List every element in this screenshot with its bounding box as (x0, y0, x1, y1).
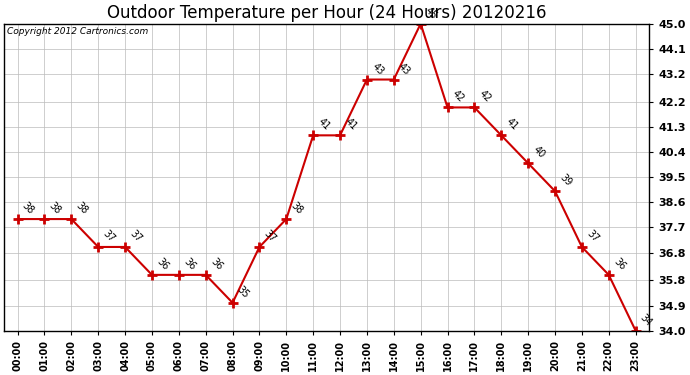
Text: Copyright 2012 Cartronics.com: Copyright 2012 Cartronics.com (8, 27, 148, 36)
Text: 36: 36 (611, 256, 627, 272)
Text: 36: 36 (208, 256, 224, 272)
Text: 38: 38 (74, 201, 90, 216)
Text: 42: 42 (477, 89, 493, 105)
Text: 36: 36 (181, 256, 197, 272)
Text: 41: 41 (504, 117, 520, 133)
Text: 35: 35 (235, 284, 251, 300)
Text: 37: 37 (584, 228, 600, 244)
Text: 41: 41 (316, 117, 332, 133)
Text: 34: 34 (638, 312, 654, 328)
Text: 42: 42 (451, 89, 466, 105)
Text: 37: 37 (262, 228, 278, 244)
Text: 43: 43 (397, 61, 413, 77)
Text: 40: 40 (531, 145, 546, 160)
Text: 41: 41 (343, 117, 359, 133)
Text: 39: 39 (558, 172, 573, 188)
Text: 43: 43 (370, 61, 386, 77)
Title: Outdoor Temperature per Hour (24 Hours) 20120216: Outdoor Temperature per Hour (24 Hours) … (107, 4, 546, 22)
Text: 38: 38 (21, 201, 36, 216)
Text: 45: 45 (424, 5, 440, 21)
Text: 38: 38 (289, 201, 305, 216)
Text: 37: 37 (128, 228, 144, 244)
Text: 37: 37 (101, 228, 117, 244)
Text: 38: 38 (47, 201, 63, 216)
Text: 36: 36 (155, 256, 170, 272)
